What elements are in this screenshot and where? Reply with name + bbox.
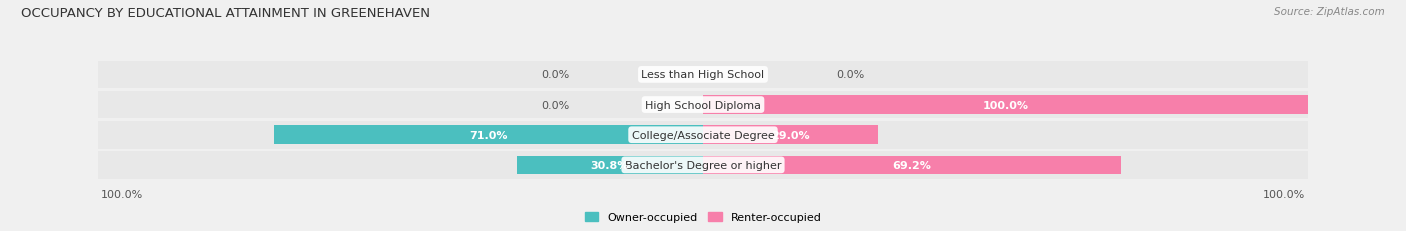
Text: Less than High School: Less than High School xyxy=(641,70,765,80)
Text: 100.0%: 100.0% xyxy=(101,189,143,199)
Text: OCCUPANCY BY EDUCATIONAL ATTAINMENT IN GREENEHAVEN: OCCUPANCY BY EDUCATIONAL ATTAINMENT IN G… xyxy=(21,7,430,20)
Bar xyxy=(98,121,1308,149)
Text: College/Associate Degree: College/Associate Degree xyxy=(631,130,775,140)
Bar xyxy=(98,151,1308,179)
Text: 69.2%: 69.2% xyxy=(893,160,932,170)
Text: 0.0%: 0.0% xyxy=(541,70,569,80)
Text: 29.0%: 29.0% xyxy=(772,130,810,140)
Text: 100.0%: 100.0% xyxy=(983,100,1028,110)
Text: Source: ZipAtlas.com: Source: ZipAtlas.com xyxy=(1274,7,1385,17)
Bar xyxy=(517,156,703,174)
Text: 0.0%: 0.0% xyxy=(541,100,569,110)
Text: High School Diploma: High School Diploma xyxy=(645,100,761,110)
Bar xyxy=(98,91,1308,119)
Bar xyxy=(703,156,1122,174)
Bar xyxy=(274,126,703,144)
Text: 71.0%: 71.0% xyxy=(470,130,508,140)
Bar xyxy=(703,96,1308,114)
Bar xyxy=(703,126,879,144)
Bar xyxy=(98,61,1308,89)
Text: 0.0%: 0.0% xyxy=(837,70,865,80)
Legend: Owner-occupied, Renter-occupied: Owner-occupied, Renter-occupied xyxy=(581,207,825,227)
Text: 100.0%: 100.0% xyxy=(1263,189,1305,199)
Text: Bachelor's Degree or higher: Bachelor's Degree or higher xyxy=(624,160,782,170)
Text: 30.8%: 30.8% xyxy=(591,160,628,170)
